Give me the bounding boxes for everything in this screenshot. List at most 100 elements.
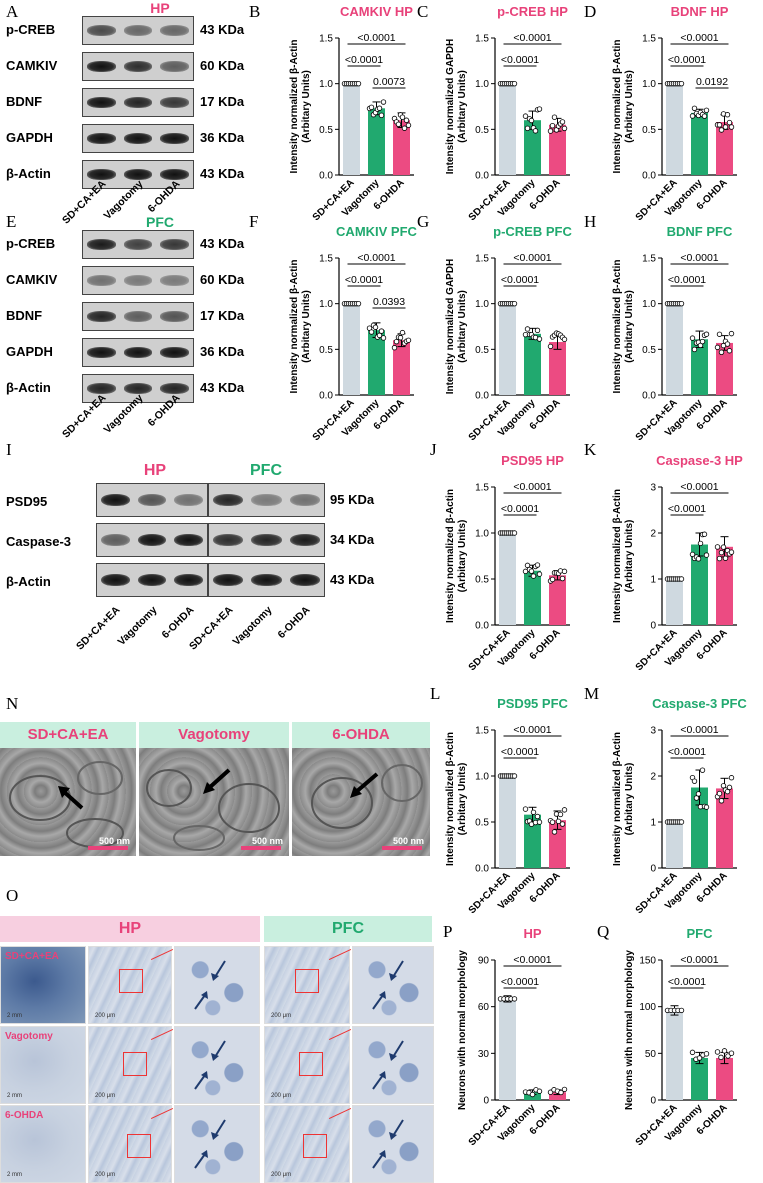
kda-label: 36 KDa xyxy=(200,129,245,145)
panel-letter-h: H xyxy=(584,212,597,231)
em-texture-2 xyxy=(146,768,280,851)
data-point xyxy=(511,80,518,87)
bar xyxy=(524,333,541,395)
bar xyxy=(393,120,410,175)
p-value-label: <0.0001 xyxy=(345,274,383,286)
em-header-label-1: SD+CA+EA xyxy=(27,726,109,743)
p-value-label: <0.0001 xyxy=(680,32,718,44)
y-tick-label: 1.5 xyxy=(642,34,656,45)
zoom-box xyxy=(127,1134,151,1158)
blot-strip xyxy=(82,230,194,259)
band xyxy=(87,347,116,358)
kda-label: 36 KDa xyxy=(200,343,245,359)
y-tick-label: 0.0 xyxy=(475,171,489,182)
data-point xyxy=(355,300,362,307)
data-point xyxy=(536,1088,543,1094)
data-point xyxy=(559,821,566,827)
y-tick-label: 0.0 xyxy=(475,391,489,402)
y-tick-label: 1.5 xyxy=(475,726,489,737)
y-tick-label: 30 xyxy=(478,1049,490,1060)
band xyxy=(87,383,116,394)
y-axis-label: Intensity normalized β-Actin xyxy=(612,489,623,623)
data-point xyxy=(716,122,723,128)
data-point xyxy=(524,326,531,332)
chart-title: p-CREB PFC xyxy=(493,224,572,239)
y-tick-label: 0 xyxy=(483,1096,489,1107)
y-axis-label: Intensity normalized β-Actin xyxy=(289,40,300,174)
data-point xyxy=(399,329,406,336)
y-tick-label: 1.0 xyxy=(319,79,333,90)
em-header-3: 6-OHDA xyxy=(292,722,430,748)
panel-letter-j: J xyxy=(430,440,437,459)
data-point xyxy=(699,338,706,345)
p-value-label: <0.0001 xyxy=(501,746,539,758)
data-point xyxy=(724,788,731,795)
y-tick-label: 0.0 xyxy=(319,171,333,182)
panel-letter-p: P xyxy=(443,922,453,941)
y-tick-label: 50 xyxy=(645,1049,657,1060)
histo-scale-label: 200 μm xyxy=(271,1172,292,1178)
bar xyxy=(691,544,708,625)
band xyxy=(123,61,153,72)
data-point xyxy=(728,124,735,130)
p-value-label: <0.0001 xyxy=(680,724,718,736)
data-point xyxy=(724,341,731,347)
p-value-label: <0.0001 xyxy=(668,274,706,286)
kda-label: 43 KDa xyxy=(200,379,245,395)
y-axis-label: Intensity normalized β-Actin xyxy=(612,260,623,394)
arrow-icon xyxy=(372,960,404,1010)
p-value-label: <0.0001 xyxy=(668,976,706,988)
band xyxy=(213,533,244,547)
data-point xyxy=(696,1055,703,1061)
kda-label: 60 KDa xyxy=(200,271,245,287)
band xyxy=(160,61,189,72)
data-point xyxy=(678,80,685,87)
y-tick-label: 1.0 xyxy=(475,299,489,310)
histo-row-label: 6-OHDA xyxy=(5,1110,44,1121)
data-point xyxy=(728,1050,735,1056)
y-axis-label: Intensity normalized β-Actin xyxy=(612,40,623,174)
panel-letter-k: K xyxy=(584,440,597,459)
data-point xyxy=(380,99,387,105)
panel-letter-o: O xyxy=(6,886,19,905)
panel-letter-c: C xyxy=(417,2,429,21)
data-point xyxy=(703,552,710,558)
protein-label: GAPDH xyxy=(6,129,53,145)
data-point xyxy=(703,107,710,114)
band xyxy=(137,573,167,587)
arrow-icon xyxy=(372,1119,404,1169)
band xyxy=(123,169,153,180)
y-tick-label: 1 xyxy=(650,575,656,586)
chart-l: PSD95 PFC 0.0 0.5 1.0 1.5 Intensity normalize… xyxy=(445,696,570,916)
band xyxy=(213,493,244,507)
y-tick-label: 0.0 xyxy=(319,391,333,402)
data-point xyxy=(534,562,541,568)
panel-letter-g: G xyxy=(417,212,430,231)
data-point xyxy=(561,1086,568,1093)
y-tick-label: 0 xyxy=(650,1096,656,1107)
p-value-label: <0.0001 xyxy=(513,954,551,966)
bar xyxy=(343,303,360,395)
y-tick-label: 0.5 xyxy=(475,818,489,829)
p-value-label: 0.0073 xyxy=(373,76,405,88)
bar xyxy=(524,814,541,868)
band xyxy=(123,275,153,286)
chart-d: BDNF HP 0.0 0.5 1.0 1.5 Intensity normalized … xyxy=(612,4,737,223)
data-point xyxy=(401,125,408,131)
y-axis-label: (Arbitary Units) xyxy=(457,520,468,593)
y-tick-label: 1.0 xyxy=(475,79,489,90)
protein-label: p-CREB xyxy=(6,235,56,251)
blot-strip xyxy=(96,523,208,557)
bar xyxy=(691,112,708,175)
data-point xyxy=(536,571,543,577)
band xyxy=(160,25,189,36)
chart-h: BDNF PFC 0.0 0.5 1.0 1.5 Intensity normalized… xyxy=(612,224,737,443)
data-point xyxy=(372,324,379,330)
panel-letter-l: L xyxy=(430,684,441,703)
band xyxy=(251,493,282,507)
bar xyxy=(499,998,516,1100)
y-tick-label: 1.0 xyxy=(475,772,489,783)
data-point xyxy=(714,544,721,550)
band xyxy=(123,383,153,394)
